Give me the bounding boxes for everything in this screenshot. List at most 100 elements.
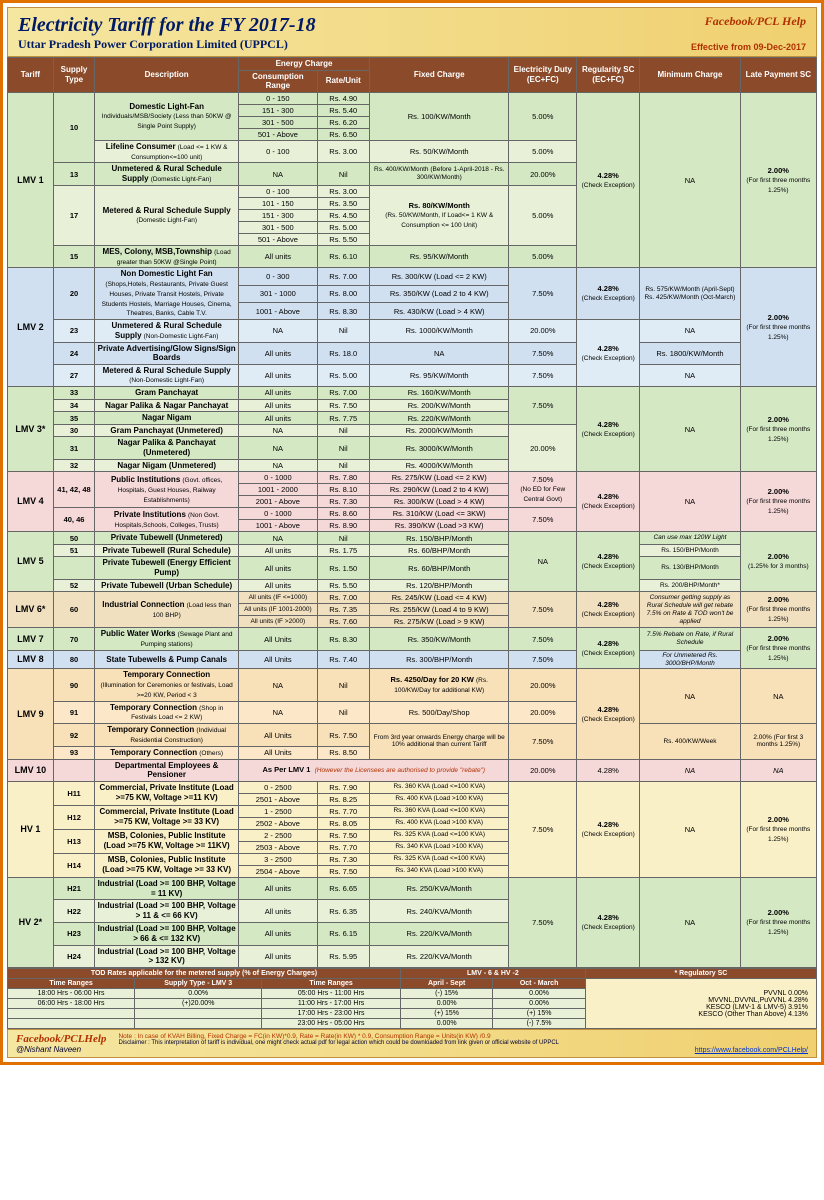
tod-title1: TOD Rates applicable for the metered sup… [8,969,401,979]
cell: 5.00% [509,92,577,140]
cell: Consumer getting supply as Rural Schedul… [640,592,740,628]
footer-handle: @Nishant Naveen [16,1045,106,1054]
cell: H21 [67,884,81,893]
cell: 20.00% [509,759,577,781]
cell: Rs. 7.70 [317,805,369,817]
cell: (However the Licensees are authorised to… [315,767,485,774]
cell: 0 - 150 [239,92,318,104]
regsc-row: KESCO (LMV-1 & LMV-5) 3.91% [589,1004,808,1011]
cell: Public Water Works [101,629,176,638]
cell: Temporary Connection [123,670,210,679]
cell: All units [239,399,318,412]
cell: (Check Exception) [582,831,635,838]
cell: 0 - 300 [239,268,318,285]
cell: H12 [67,813,81,822]
cell: (+)20.00% [135,999,262,1009]
cell: All units [239,412,318,425]
cell: Rs. 220/KVA/Month [369,945,509,968]
cell: NA [640,92,740,268]
cell: Private Advertising/Glow Signs/Sign Boar… [98,344,236,363]
tod-h2: Supply Type - LMV 3 [135,979,262,989]
cell: Rs. 5.40 [317,104,369,116]
cell: 0.00% [493,989,585,999]
cell: NA [239,163,318,185]
cell: 0 - 1000 [239,472,318,484]
cell: 7.50% [509,650,577,669]
cell: 31 [70,444,78,453]
cell: MSB, Colonies, Public Institute (Load >=… [104,831,230,850]
cell: Rs. 220/KVA/Month [369,922,509,945]
lmv10-label: LMV 10 [8,759,54,781]
tod-h1: Time Ranges [8,979,135,989]
footer: Facebook/PCLHelp @Nishant Naveen Note : … [7,1029,817,1058]
cell: Gram Panchayat (Unmetered) [110,426,222,435]
cell: Rs. 2000/KW/Month [369,424,509,437]
cell: Rs. 255/KW (Load 4 to 9 KW) [369,604,509,616]
cell: Rs. 7.30 [317,496,369,508]
cell: Rs. 7.50 [317,829,369,841]
cell: Rs. 5.50 [317,233,369,245]
cell: Gram Panchayat [135,388,198,397]
cell: 7.50% [509,724,577,759]
cell: Industrial (Load >= 100 BHP, Voltage > 6… [98,924,236,943]
cell: Rs. 18.0 [317,342,369,364]
cell: Rs. 8.25 [317,793,369,805]
cell: 2.00% [768,487,789,496]
cell: 2.00% [768,313,789,322]
cell: 2501 - Above [239,793,318,805]
footer-disclaimer: Disclaimer : This interpretation of tari… [118,1040,808,1046]
cell: 51 [70,546,78,555]
cell: Industrial (Load >= 100 BHP, Voltage > 1… [98,947,236,966]
cell: 7.5% Rebate on Rate, if Rural Schedule [640,628,740,651]
cell: 32 [70,461,78,470]
lmv1-label: LMV 1 [8,92,54,268]
cell: 7.50% [509,628,577,651]
cell: Rs. 6.20 [317,116,369,128]
cell: All units [239,245,318,268]
cell: (Check Exception) [582,924,635,931]
cell: (+) 15% [400,1009,492,1019]
cell: All units [239,342,318,364]
cell: 2.00% [768,634,789,643]
cell: Rs. 200/KW/Month [369,399,509,412]
cell: (No ED for Few Central Govt) [520,486,565,503]
cell: 4.28% [598,600,619,609]
cell: Rs. 8.30 [317,628,369,651]
col-supply: Supply Type [53,58,94,93]
cell: (Others) [199,750,223,757]
cell: Rs. 220/KW/Month [369,412,509,425]
cell: 20.00% [509,424,577,471]
cell: 7.50% [509,877,577,967]
cell: Rs. 6.10 [317,245,369,268]
footer-fb[interactable]: Facebook/PCLHelp [16,1033,106,1045]
cell: Private Tubewell (Energy Efficient Pump) [102,558,230,577]
cell: (Check Exception) [582,611,635,618]
footer-link[interactable]: https://www.facebook.com/PCLHelp/ [695,1047,808,1054]
cell: 4.28% [598,913,619,922]
cell: Rs. 7.60 [317,616,369,628]
cell: (Check Exception) [582,182,635,189]
lmv9-label: LMV 9 [8,669,54,759]
page: Electricity Tariff for the FY 2017-18 Ut… [0,0,824,1065]
cell: All units [239,387,318,400]
cell: NA [239,701,318,724]
cell: Departmental Employees & Pensioner [115,761,219,780]
cell: Rs. 325 KVA (Load <=100 KVA) [369,853,509,865]
cell: Private Institutions [114,510,186,519]
cell: NA [640,320,740,342]
cell: Rs. 3.00 [317,140,369,163]
cell: Rs. 7.00 [317,592,369,604]
cell: Nil [317,424,369,437]
hv2-label: HV 2* [8,877,54,967]
cell: NA [640,759,740,781]
cell: H14 [67,861,81,870]
cell: Rs. 8.05 [317,817,369,829]
fb-top-link[interactable]: Facebook/PCL Help [705,14,806,29]
cell: NA [239,669,318,701]
cell: 4.28% [598,552,619,561]
cell: Rs. 8.90 [317,520,369,532]
lmv1-10-desc: Domestic Light-Fan [129,102,204,111]
cell: 7.50% [509,364,577,386]
cell: (Domestic Light-Fan) [136,217,197,224]
col-late: Late Payment SC [740,58,816,93]
